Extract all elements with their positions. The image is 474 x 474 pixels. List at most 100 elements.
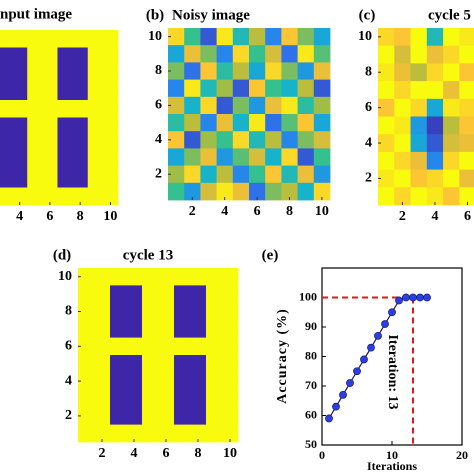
heatmap-cell	[158, 285, 175, 304]
point	[360, 355, 368, 364]
heatmap-cell	[216, 96, 234, 115]
x-tick-label: 2	[99, 446, 106, 461]
heatmap-cell	[94, 389, 111, 408]
heatmap-cell	[27, 65, 43, 83]
x-tick-label: 8	[195, 446, 202, 461]
heatmap-cell	[378, 98, 395, 117]
heatmap-cell	[94, 320, 111, 338]
heatmap-cell	[158, 355, 175, 373]
heatmap-cell	[249, 114, 266, 132]
heatmap-cell	[184, 96, 201, 115]
heatmap-cell	[281, 114, 298, 132]
heatmap-cell	[87, 47, 104, 66]
panel-title: Noisy image	[172, 7, 250, 23]
heatmap-cell	[110, 389, 127, 408]
heatmap-cell	[378, 63, 395, 82]
heatmap-cell	[27, 117, 43, 136]
heatmap-cell	[12, 82, 28, 101]
panel-label: (e)	[262, 247, 279, 263]
heatmap-cell	[0, 152, 13, 171]
heatmap-cell	[142, 389, 159, 408]
heatmap-cell	[459, 28, 474, 47]
heatmap-cell	[184, 45, 201, 63]
heatmap-cell	[378, 28, 395, 47]
heatmap-cell	[78, 302, 95, 321]
heatmap-cell	[72, 152, 89, 171]
heatmap-cell	[232, 28, 250, 46]
heatmap-cell	[200, 96, 217, 115]
heatmap-cell	[190, 337, 207, 356]
heatmap-cell	[174, 302, 191, 321]
y-tick-label: 70	[305, 378, 317, 392]
heatmap-cell	[410, 134, 428, 153]
heatmap-cell	[42, 47, 58, 66]
heatmap-cell	[426, 151, 444, 170]
heatmap-cell	[72, 117, 89, 136]
heatmap-cell	[72, 100, 89, 118]
heatmap-cell	[265, 114, 282, 132]
heatmap-cell	[158, 372, 175, 391]
heatmap-cell	[443, 63, 460, 82]
heatmap-cell	[206, 355, 223, 373]
heatmap-cell	[102, 152, 119, 171]
heatmap-cell	[206, 389, 223, 408]
heatmap-cell	[281, 96, 298, 115]
heatmap-cell	[426, 187, 444, 206]
y-tick-label: 10	[58, 269, 72, 284]
heatmap-cell	[378, 116, 395, 135]
heatmap-cell	[126, 320, 143, 338]
heatmap-cell	[102, 187, 119, 206]
heatmap-cell	[222, 424, 239, 443]
point	[339, 390, 347, 399]
heatmap-cell	[12, 117, 28, 136]
x-tick-label: 4	[221, 204, 228, 219]
y-tick-label: 2	[155, 166, 162, 181]
heatmap-cell	[200, 114, 217, 132]
heatmap-cell	[426, 116, 444, 135]
x-tick-label: 4	[131, 446, 138, 461]
point	[402, 293, 410, 302]
heatmap-cell	[168, 114, 185, 132]
heatmap-cell	[459, 45, 474, 64]
heatmap-cell	[142, 372, 159, 391]
heatmap-cell	[110, 320, 127, 338]
heatmap-cell	[222, 302, 239, 321]
heatmap-cell	[216, 165, 234, 184]
y-tick-label: 50	[305, 437, 317, 451]
heatmap-cell	[158, 424, 175, 443]
heatmap-cell	[410, 151, 428, 170]
heatmap-cell	[174, 320, 191, 338]
heatmap-cell	[102, 117, 119, 136]
heatmap-cell	[27, 30, 43, 48]
heatmap-cell	[0, 47, 13, 66]
heatmap-cell	[42, 135, 58, 153]
heatmap-cell	[0, 170, 13, 188]
heatmap-cell	[206, 302, 223, 321]
heatmap-cell	[102, 170, 119, 188]
heatmap-cell	[78, 268, 95, 286]
heatmap-cell	[142, 268, 159, 286]
point	[346, 379, 354, 387]
heatmap-cell	[57, 65, 74, 83]
heatmap-cell	[174, 407, 191, 425]
heatmap-cell	[459, 116, 474, 135]
y-tick-label: 4	[65, 373, 72, 388]
heatmap-cell	[110, 407, 127, 425]
heatmap-cell	[426, 134, 444, 153]
heatmap-cell	[249, 45, 266, 63]
heatmap-cell	[12, 100, 28, 118]
heatmap-cell	[216, 62, 234, 80]
x-tick-label: 10	[315, 204, 329, 219]
heatmap-cell	[110, 337, 127, 356]
heatmap-cell	[94, 285, 111, 304]
y-tick-label: 80	[305, 348, 317, 362]
heatmap-cell	[265, 96, 282, 115]
heatmap-cell	[459, 98, 474, 117]
x-tick-label: 10	[103, 209, 117, 224]
heatmap-cell	[12, 152, 28, 171]
heatmap-cell	[378, 45, 395, 64]
heatmap-cell	[249, 79, 266, 98]
heatmap-cell	[57, 187, 74, 206]
heatmap-cell	[168, 182, 185, 201]
heatmap-cell	[394, 187, 411, 206]
